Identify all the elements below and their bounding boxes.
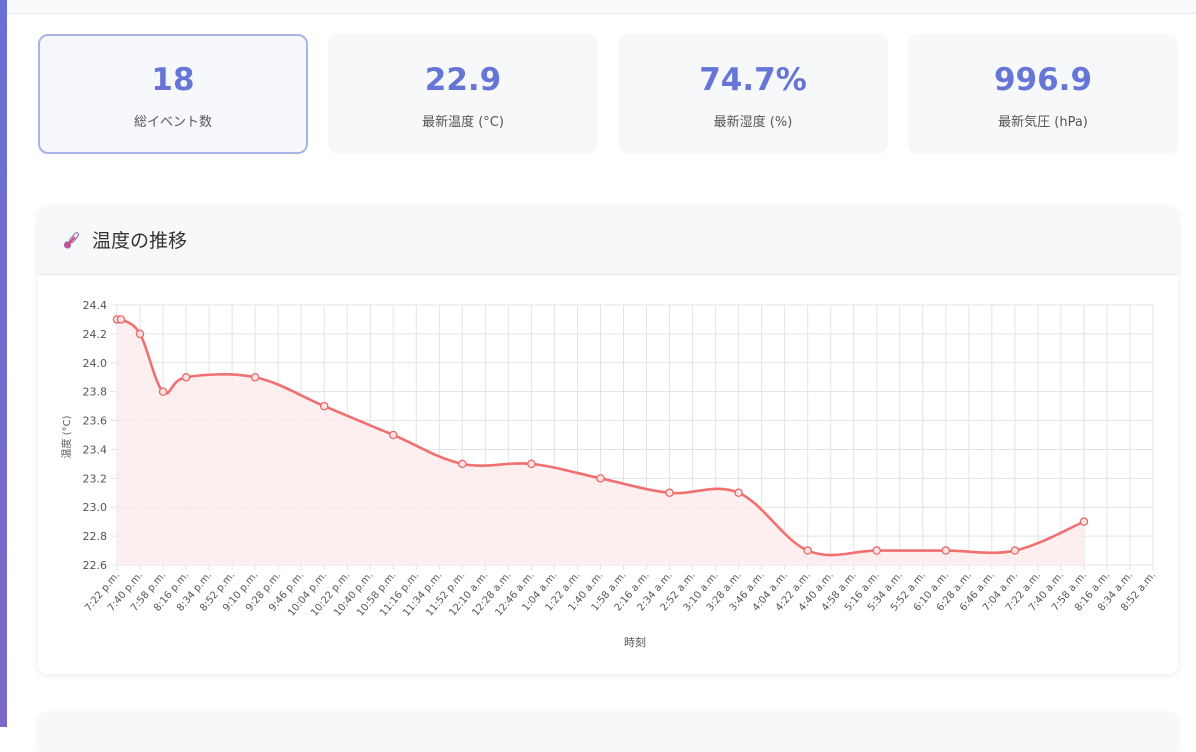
data-point [734,488,743,498]
data-point [116,315,126,324]
stat-card-latest-humidity[interactable]: 74.7% 最新湿度 (%) [618,34,888,154]
y-tick-label: 23.2 [83,472,108,485]
data-point [250,372,260,382]
y-tick-label: 22.8 [83,530,108,543]
stat-value: 74.7% [699,62,807,98]
stat-value: 18 [151,62,195,98]
data-point [389,430,398,440]
stat-value: 22.9 [424,62,502,98]
y-tick-label: 24.0 [83,357,108,370]
y-tick-label: 22.6 [83,559,108,572]
data-point [596,474,605,483]
y-tick-label: 23.0 [83,501,108,514]
y-tick-label: 23.6 [83,415,108,428]
stat-card-total-events[interactable]: 18 総イベント数 [38,34,308,154]
y-tick-label: 23.4 [83,443,108,456]
stat-label: 最新温度 (°C) [422,115,504,130]
x-axis-label: 時刻 [624,635,646,649]
x-axis-ticks: 7:22 p.m.7:40 p.m.7:58 p.m.8:16 p.m.8:34… [83,570,1158,619]
stat-label: 総イベント数 [133,115,212,130]
stat-card-latest-pressure[interactable]: 996.9 最新気圧 (hPa) [908,34,1178,154]
data-point [181,372,191,382]
data-point [665,488,674,498]
data-point [1079,517,1089,526]
temperature-area-fill [117,318,1084,565]
y-tick-label: 24.2 [83,328,108,341]
chart-header: 温度の推移 [38,206,1178,275]
stat-label: 最新気圧 (hPa) [998,115,1088,130]
data-point [872,546,881,555]
next-panel-card [38,712,1178,752]
left-accent-bar [0,0,7,727]
data-point [803,546,812,555]
y-axis-label: 温度 (°C) [60,415,73,458]
stat-label: 最新湿度 (%) [713,115,793,130]
y-tick-label: 23.8 [83,386,108,399]
top-header-strip [7,0,1196,14]
data-point [319,401,329,411]
stat-value: 996.9 [993,62,1093,98]
stat-card-latest-temperature[interactable]: 22.9 最新温度 (°C) [328,34,598,154]
data-point [135,329,145,339]
data-point [158,387,168,396]
data-point [1010,546,1020,555]
temperature-line-chart: 22.6 22.8 23.0 23.2 23.4 23.6 23.8 24.0 24.2 24.4… [60,299,1158,649]
y-axis-ticks: 22.6 22.8 23.0 23.2 23.4 23.6 23.8 24.0 24.2 24.4 [83,299,108,572]
data-point [458,459,467,469]
data-point [941,546,951,555]
temperature-data-points [112,315,1089,555]
chart-title: 温度の推移 [92,230,188,252]
y-tick-label: 24.4 [83,299,108,312]
stats-row: 18 総イベント数 22.9 最新温度 (°C) 74.7% 最新湿度 (%) … [38,34,1178,154]
data-point [527,459,536,469]
temperature-chart-card: 温度の推移 22.6 22.8 23.0 23.2 23.4 23.6 23.8 24.0 24… [38,206,1178,674]
thermometer-icon [63,232,80,249]
